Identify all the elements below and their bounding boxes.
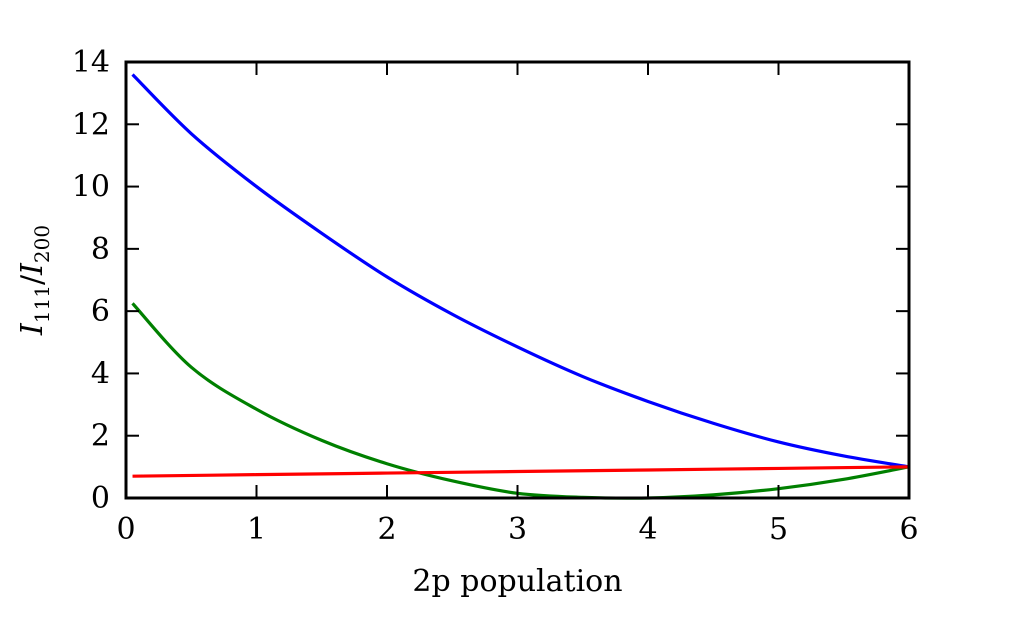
y-axis-title-sep: / [15, 274, 50, 285]
x-tick-label: 1 [247, 512, 266, 547]
plot-frame [124, 60, 911, 500]
y-tick-label: 8 [91, 232, 110, 267]
y-tick-label: 2 [91, 419, 110, 454]
y-tick-label: 6 [91, 294, 110, 329]
x-tick-label: 5 [769, 512, 788, 547]
y-axis-title-base2: I [15, 262, 50, 276]
y-axis-title: I111/I200 [15, 225, 54, 336]
x-tick-label: 6 [899, 512, 918, 547]
series-line-1 [131, 73, 910, 469]
y-tick-label: 14 [72, 45, 110, 80]
y-axis-title-base: I [15, 322, 50, 336]
y-tick-label: 4 [91, 356, 110, 391]
x-tick-label: 2 [377, 512, 396, 547]
y-tick-label: 0 [91, 481, 110, 516]
x-tick-label: 0 [116, 512, 135, 547]
x-axis-title: 2p population [412, 564, 622, 599]
y-axis-title-sub1: 111 [30, 285, 54, 323]
series-line-3 [132, 465, 910, 478]
x-tick-label: 3 [508, 512, 527, 547]
y-tick-label: 10 [72, 170, 110, 205]
y-axis-title-sub2: 200 [30, 225, 54, 263]
series-layer [131, 73, 910, 500]
y-tick-label: 12 [72, 107, 110, 142]
x-tick-label: 4 [638, 512, 657, 547]
